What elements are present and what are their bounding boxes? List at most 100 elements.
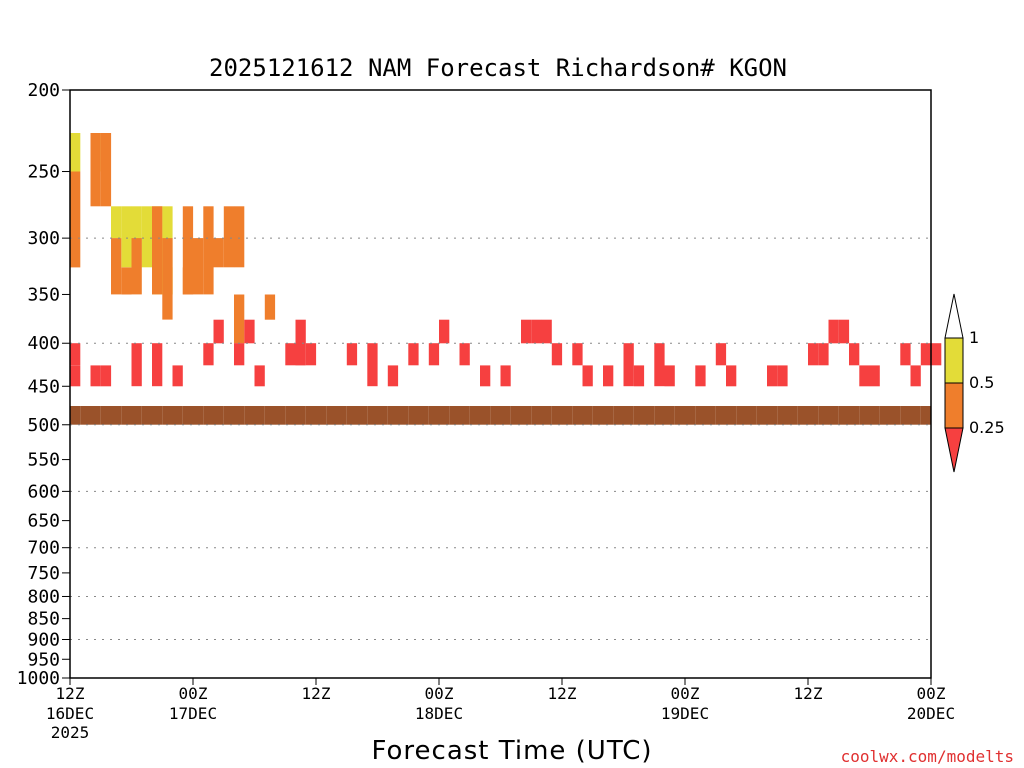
heatmap-cell	[562, 406, 573, 425]
heatmap-cell	[531, 406, 542, 425]
heatmap-cell	[910, 406, 921, 425]
heatmap-cell	[818, 406, 829, 425]
y-tick-label: 950	[27, 649, 60, 670]
heatmap-cell	[613, 406, 624, 425]
heatmap-cell	[633, 406, 645, 425]
heatmap-cell	[90, 365, 101, 387]
heatmap-cell	[900, 406, 911, 425]
heatmap-cell	[70, 133, 81, 172]
heatmap-cell	[808, 406, 819, 425]
heatmap-cell	[695, 406, 706, 425]
x-tick-label: 00Z	[179, 684, 208, 703]
heatmap-cell	[234, 206, 245, 268]
y-tick-label: 750	[27, 563, 60, 584]
heatmap-cell	[100, 406, 112, 425]
heatmap-cell	[664, 365, 675, 387]
y-tick-label: 650	[27, 511, 60, 532]
heatmap-cell	[859, 365, 870, 387]
heatmap-cell	[213, 406, 224, 425]
legend-swatch	[944, 382, 964, 429]
heatmap-cell	[603, 406, 614, 425]
heatmap-cell	[193, 238, 204, 295]
heatmap-cell	[152, 206, 163, 295]
heatmap-cell	[920, 343, 932, 366]
x-tick-date: 17DEC	[169, 704, 217, 723]
x-tick-label: 12Z	[302, 684, 331, 703]
heatmap-cell	[572, 406, 583, 425]
heatmap-cell	[305, 343, 317, 366]
heatmap-cell	[346, 343, 358, 366]
watermark: coolwx.com/modelts	[841, 747, 1014, 766]
x-tick-label: 12Z	[56, 684, 85, 703]
chart-title: 2025121612 NAM Forecast Richardson# KGON	[209, 54, 787, 82]
heatmap-cell	[849, 343, 860, 366]
heatmap-cell	[439, 319, 450, 344]
heatmap-cell	[141, 406, 153, 425]
heatmap-cell	[859, 406, 870, 425]
heatmap-cell	[408, 406, 419, 425]
x-tick-label: 00Z	[671, 684, 700, 703]
heatmap-cell	[316, 406, 327, 425]
heatmap-cell	[193, 406, 204, 425]
heatmap-cell	[152, 406, 163, 425]
heatmap-cell	[869, 406, 880, 425]
heatmap-cell	[685, 406, 696, 425]
heatmap-cell	[828, 319, 839, 344]
heatmap-cell	[726, 406, 737, 425]
heatmap-cell	[767, 365, 778, 387]
heatmap-cell	[234, 343, 245, 366]
heatmap-cell	[223, 406, 235, 425]
y-tick-label: 600	[27, 481, 60, 502]
legend-arrow-top	[944, 293, 964, 339]
heatmap-cell	[203, 206, 214, 295]
plot-frame	[69, 89, 932, 679]
heatmap-cell	[387, 406, 399, 425]
y-tick-label: 200	[27, 80, 60, 101]
heatmap-cell	[459, 343, 470, 366]
heatmap-cell	[203, 343, 214, 366]
y-tick-label: 250	[27, 162, 60, 183]
heatmap-cell	[131, 206, 142, 268]
y-tick-label: 300	[27, 228, 60, 249]
heatmap-cell	[879, 406, 891, 425]
x-axis-title: Forecast Time (UTC)	[371, 736, 652, 766]
heatmap-cell	[705, 406, 716, 425]
heatmap-cell	[111, 206, 122, 239]
y-tick-label: 500	[27, 415, 60, 436]
heatmap-cell	[838, 319, 850, 344]
heatmap-cell	[357, 406, 368, 425]
heatmap-cell	[131, 238, 142, 295]
heatmap-cell	[234, 406, 245, 425]
y-tick-label: 800	[27, 586, 60, 607]
heatmap-cell	[582, 365, 593, 387]
heatmap-cell	[439, 406, 450, 425]
heatmap-cell	[715, 343, 727, 366]
heatmap-cell	[849, 406, 860, 425]
heatmap-cell	[777, 365, 788, 387]
legend-label: 1	[969, 328, 979, 347]
heatmap-cell	[70, 406, 81, 425]
heatmap-cell	[890, 406, 901, 425]
x-tick-date: 20DEC	[907, 704, 955, 723]
heatmap-cell	[500, 365, 511, 387]
heatmap-cell	[633, 365, 645, 387]
y-tick-label: 550	[27, 450, 60, 471]
heatmap-cell	[223, 206, 235, 268]
heatmap-cell	[726, 365, 737, 387]
heatmap-cell	[931, 343, 942, 366]
heatmap-cell	[828, 406, 839, 425]
heatmap-cell	[254, 365, 265, 387]
y-tick-label: 700	[27, 538, 60, 559]
gridlines	[70, 237, 931, 641]
heatmap-cell	[244, 406, 255, 425]
x-tick-label: 00Z	[425, 684, 454, 703]
heatmap-cell	[469, 406, 481, 425]
y-tick-label: 350	[27, 284, 60, 305]
heatmap-cell	[910, 365, 921, 387]
heatmap-cell	[182, 206, 194, 295]
heatmap-cell	[398, 406, 409, 425]
heatmap-cell	[767, 406, 778, 425]
x-tick-date: 18DEC	[415, 704, 463, 723]
